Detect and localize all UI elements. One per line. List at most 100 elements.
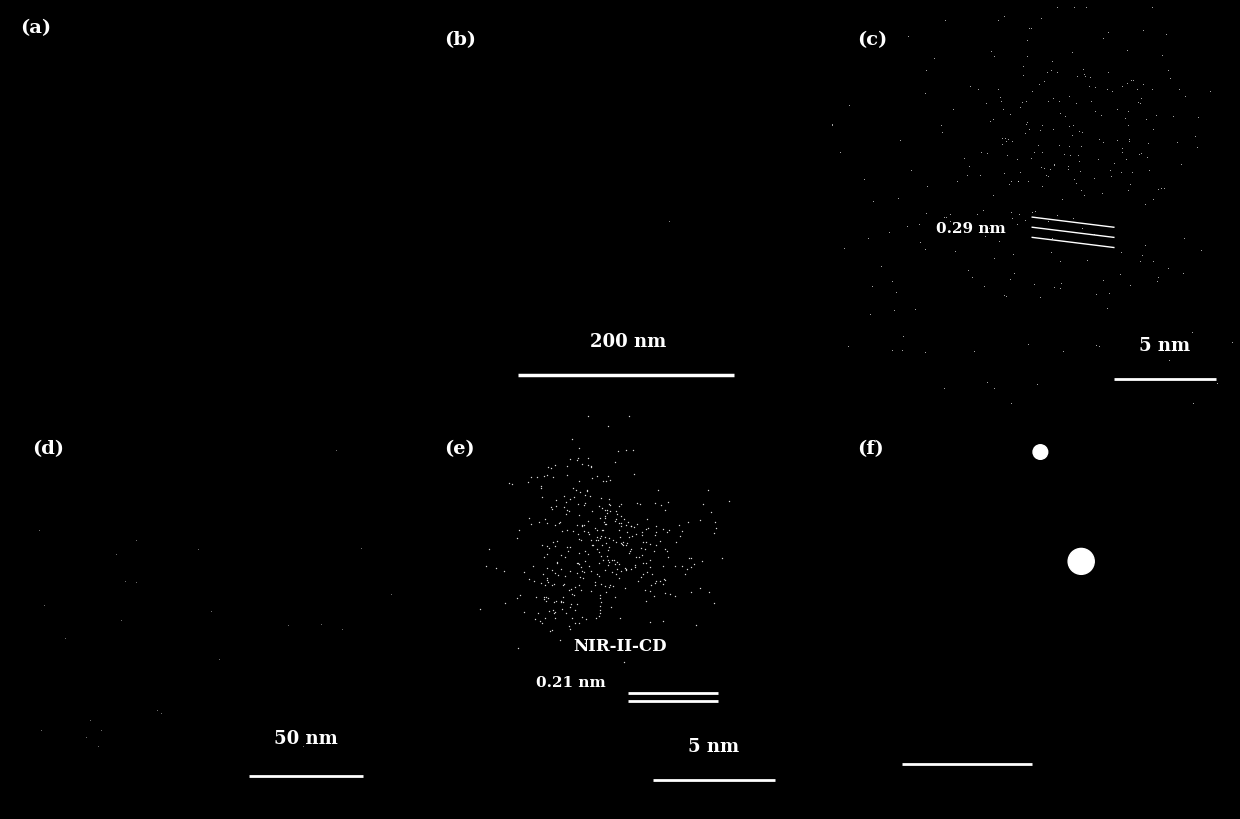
Point xyxy=(1008,174,1028,188)
Point xyxy=(1055,110,1075,123)
Point xyxy=(838,339,858,352)
Point xyxy=(115,575,135,588)
Point xyxy=(681,586,701,599)
Point xyxy=(976,97,996,110)
Point xyxy=(1188,111,1208,124)
Point xyxy=(888,192,908,205)
Point xyxy=(510,589,529,602)
Point xyxy=(539,604,559,618)
Point xyxy=(704,527,724,540)
Point xyxy=(1100,164,1120,177)
Point xyxy=(569,546,589,559)
Point xyxy=(538,541,558,554)
Point xyxy=(568,451,588,464)
Point xyxy=(1022,206,1042,219)
Point xyxy=(983,251,1003,265)
Point xyxy=(528,606,548,619)
Point xyxy=(151,706,171,719)
Point xyxy=(596,475,616,488)
Point xyxy=(595,586,615,599)
Point xyxy=(553,590,573,604)
Point xyxy=(665,559,684,572)
Point xyxy=(1097,82,1117,95)
Point xyxy=(1023,84,1043,97)
Point xyxy=(854,172,874,185)
Point xyxy=(1003,247,1023,260)
Point xyxy=(551,633,570,646)
Point xyxy=(1001,174,1021,188)
Point xyxy=(666,536,686,549)
Point xyxy=(1059,89,1079,102)
Point xyxy=(1075,69,1095,82)
Point xyxy=(915,243,935,256)
Point xyxy=(996,134,1016,147)
Point xyxy=(606,535,626,548)
Text: 0.21 nm: 0.21 nm xyxy=(536,676,606,690)
Point xyxy=(600,498,620,511)
Point xyxy=(947,174,967,188)
Point xyxy=(646,525,666,538)
Point xyxy=(646,539,666,552)
Point xyxy=(915,206,935,219)
Point xyxy=(626,527,646,541)
Point xyxy=(564,588,584,601)
Point xyxy=(567,518,587,532)
Point xyxy=(573,611,593,624)
Point xyxy=(332,622,352,636)
Point xyxy=(605,455,625,468)
Point xyxy=(554,500,574,514)
Point xyxy=(1073,62,1092,75)
Point xyxy=(537,468,557,482)
Polygon shape xyxy=(4,165,118,269)
Point xyxy=(882,274,901,287)
Point xyxy=(568,527,588,541)
Point xyxy=(651,534,671,547)
Point xyxy=(1004,266,1024,279)
Text: 50 nm: 50 nm xyxy=(274,730,337,748)
Point xyxy=(606,555,626,568)
Point xyxy=(598,553,618,566)
Point xyxy=(559,505,579,518)
Point xyxy=(655,504,675,517)
Point xyxy=(611,564,631,577)
Point xyxy=(606,508,626,521)
Point xyxy=(609,517,629,530)
Point xyxy=(575,489,595,502)
Point xyxy=(645,577,665,590)
Point xyxy=(611,498,631,511)
Point xyxy=(636,595,656,608)
Point xyxy=(551,515,570,528)
Polygon shape xyxy=(184,115,273,205)
Point xyxy=(655,542,675,555)
Point xyxy=(600,505,620,518)
Point xyxy=(624,468,644,481)
Point xyxy=(640,585,660,598)
Polygon shape xyxy=(312,366,334,382)
Point xyxy=(564,491,584,504)
Polygon shape xyxy=(257,11,351,92)
Point xyxy=(977,376,997,389)
Point xyxy=(635,583,655,596)
Point xyxy=(582,539,601,552)
Point xyxy=(589,500,609,513)
Point xyxy=(537,571,557,584)
Point xyxy=(575,637,595,650)
Point xyxy=(635,543,655,556)
Point xyxy=(655,572,675,586)
Point xyxy=(996,289,1016,302)
Point xyxy=(1116,152,1136,165)
Point xyxy=(971,146,991,159)
Point xyxy=(1142,0,1162,13)
Point xyxy=(546,595,565,608)
Point xyxy=(1043,123,1063,136)
Point xyxy=(621,562,641,575)
Polygon shape xyxy=(79,98,91,110)
Point xyxy=(578,452,598,465)
Polygon shape xyxy=(216,319,281,375)
Point xyxy=(1001,273,1021,286)
Point xyxy=(573,519,593,532)
Point xyxy=(863,195,883,208)
Point xyxy=(126,533,146,546)
Point xyxy=(600,473,620,486)
Point xyxy=(1028,138,1048,152)
